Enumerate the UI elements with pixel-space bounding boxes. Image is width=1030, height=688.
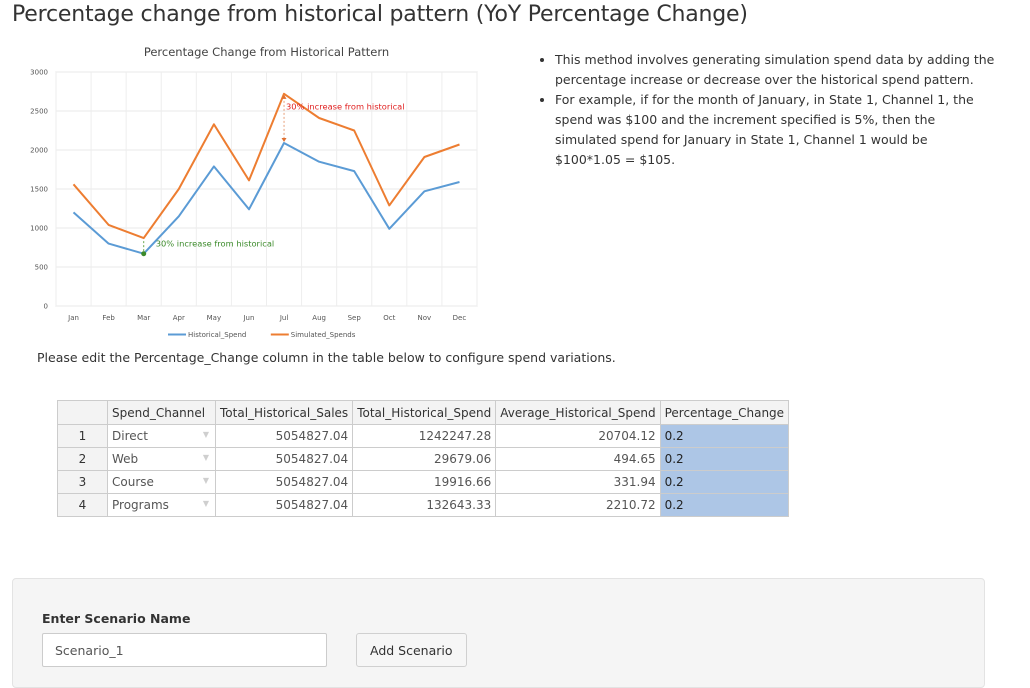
triangle-down-icon[interactable]: ▼ xyxy=(203,499,209,508)
row-index: 4 xyxy=(58,494,108,517)
total-historical-spend-cell: 29679.06 xyxy=(353,448,496,471)
spend-channel-value: Direct xyxy=(112,429,148,443)
table-row: 1 Direct ▼ 5054827.04 1242247.28 20704.12… xyxy=(58,425,789,448)
x-tick-label: Apr xyxy=(173,314,185,322)
triangle-down-icon[interactable]: ▼ xyxy=(203,453,209,462)
x-tick-label: Oct xyxy=(383,314,395,322)
notes-list: This method involves generating simulati… xyxy=(536,50,995,170)
triangle-down-icon[interactable]: ▼ xyxy=(203,476,209,485)
average-historical-spend-cell: 20704.12 xyxy=(496,425,660,448)
line-chart: Percentage Change from Historical Patter… xyxy=(28,40,478,345)
table-header-row: Spend_Channel Total_Historical_Sales Tot… xyxy=(58,401,789,425)
average-historical-spend-cell: 331.94 xyxy=(496,471,660,494)
spend-channel-value: Course xyxy=(112,475,154,489)
total-historical-sales-cell: 5054827.04 xyxy=(216,494,353,517)
note-item: For example, if for the month of January… xyxy=(555,90,995,170)
total-historical-spend-cell: 1242247.28 xyxy=(353,425,496,448)
spend-channel-cell[interactable]: Course ▼ xyxy=(108,471,216,494)
table-instruction: Please edit the Percentage_Change column… xyxy=(37,350,616,365)
y-tick-label: 1500 xyxy=(30,186,48,194)
x-tick-label: Nov xyxy=(418,314,432,322)
column-header-average-historical-spend[interactable]: Average_Historical_Spend xyxy=(496,401,660,425)
y-tick-label: 1000 xyxy=(30,225,48,233)
table-row: 2 Web ▼ 5054827.04 29679.06 494.65 0.2 xyxy=(58,448,789,471)
average-historical-spend-cell: 494.65 xyxy=(496,448,660,471)
x-tick-label: Mar xyxy=(137,314,150,322)
percentage-change-cell[interactable]: 0.2 xyxy=(660,425,788,448)
scenario-name-input[interactable] xyxy=(42,633,327,667)
column-header-percentage-change[interactable]: Percentage_Change xyxy=(660,401,788,425)
spend-channel-cell[interactable]: Programs ▼ xyxy=(108,494,216,517)
spend-channel-value: Programs xyxy=(112,498,169,512)
y-tick-label: 3000 xyxy=(30,69,48,77)
y-tick-label: 2000 xyxy=(30,147,48,155)
x-tick-label: Jun xyxy=(242,314,254,322)
total-historical-sales-cell: 5054827.04 xyxy=(216,425,353,448)
note-item: This method involves generating simulati… xyxy=(555,50,995,90)
triangle-down-icon[interactable]: ▼ xyxy=(203,430,209,439)
percentage-change-cell[interactable]: 0.2 xyxy=(660,471,788,494)
legend-label: Simulated_Spends xyxy=(291,331,356,339)
spend-table: Spend_Channel Total_Historical_Sales Tot… xyxy=(57,400,789,517)
x-tick-label: May xyxy=(207,314,221,322)
scenario-name-label: Enter Scenario Name xyxy=(42,611,190,626)
row-index: 3 xyxy=(58,471,108,494)
annotation-marker-mar xyxy=(141,251,146,256)
average-historical-spend-cell: 2210.72 xyxy=(496,494,660,517)
column-header-total-historical-sales[interactable]: Total_Historical_Sales xyxy=(216,401,353,425)
spend-channel-cell[interactable]: Web ▼ xyxy=(108,448,216,471)
annotation-arrowhead-down xyxy=(282,138,287,142)
add-scenario-button[interactable]: Add Scenario xyxy=(356,633,467,667)
chart-svg: Percentage Change from Historical Patter… xyxy=(28,40,478,345)
annotation-label-mar: 30% increase from historical xyxy=(156,239,275,249)
row-index: 2 xyxy=(58,448,108,471)
row-index: 1 xyxy=(58,425,108,448)
page-title: Percentage change from historical patter… xyxy=(12,2,748,27)
y-tick-label: 0 xyxy=(44,303,48,311)
table-row: 4 Programs ▼ 5054827.04 132643.33 2210.72… xyxy=(58,494,789,517)
scenario-panel: Enter Scenario Name Add Scenario xyxy=(12,578,985,688)
column-header-spend-channel[interactable]: Spend_Channel xyxy=(108,401,216,425)
x-tick-label: Jul xyxy=(279,314,289,322)
total-historical-sales-cell: 5054827.04 xyxy=(216,471,353,494)
spend-channel-value: Web xyxy=(112,452,138,466)
legend-label: Historical_Spend xyxy=(188,331,246,339)
x-tick-label: Dec xyxy=(453,314,467,322)
total-historical-spend-cell: 19916.66 xyxy=(353,471,496,494)
table-row: 3 Course ▼ 5054827.04 19916.66 331.94 0.2 xyxy=(58,471,789,494)
y-tick-label: 500 xyxy=(35,264,48,272)
x-tick-label: Sep xyxy=(348,314,362,322)
column-header-total-historical-spend[interactable]: Total_Historical_Spend xyxy=(353,401,496,425)
percentage-change-cell[interactable]: 0.2 xyxy=(660,448,788,471)
row-index-header xyxy=(58,401,108,425)
x-tick-label: Feb xyxy=(102,314,115,322)
y-tick-label: 2500 xyxy=(30,108,48,116)
chart-title: Percentage Change from Historical Patter… xyxy=(144,45,389,59)
total-historical-sales-cell: 5054827.04 xyxy=(216,448,353,471)
percentage-change-cell[interactable]: 0.2 xyxy=(660,494,788,517)
spend-channel-cell[interactable]: Direct ▼ xyxy=(108,425,216,448)
annotation-label-jul: 30% increase from historical xyxy=(286,101,405,111)
total-historical-spend-cell: 132643.33 xyxy=(353,494,496,517)
x-tick-label: Aug xyxy=(312,314,326,322)
x-tick-label: Jan xyxy=(67,314,79,322)
